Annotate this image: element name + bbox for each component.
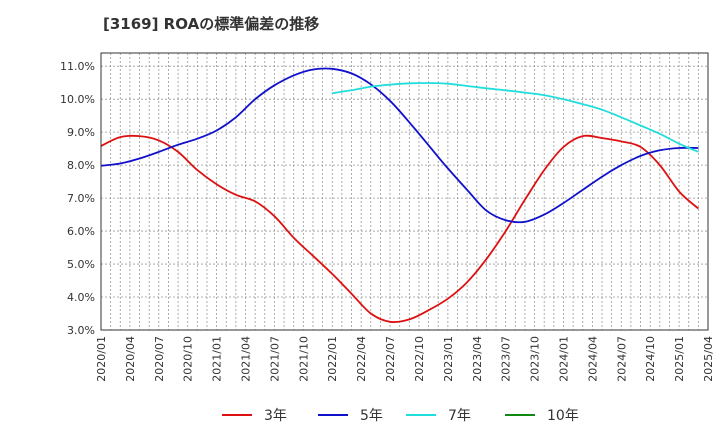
x-tick-label: 2023/04	[471, 336, 484, 382]
x-tick-label: 2024/10	[644, 336, 657, 382]
x-tick-label: 2021/01	[211, 336, 224, 382]
y-tick-label: 9.0%	[67, 126, 95, 139]
y-tick-label: 6.0%	[67, 225, 95, 238]
series-line-2	[100, 67, 699, 224]
y-tick-label: 7.0%	[67, 192, 95, 205]
x-tick-label: 2020/07	[153, 336, 166, 382]
x-tick-label: 2020/01	[95, 336, 108, 382]
series-line-1	[100, 134, 699, 323]
y-tick-label: 5.0%	[67, 258, 95, 271]
series-lines	[100, 67, 699, 323]
x-tick-label: 2024/07	[615, 336, 628, 382]
y-tick-label: 10.0%	[60, 93, 95, 106]
x-tick-label: 2023/10	[529, 336, 542, 382]
x-tick-label: 2024/01	[557, 336, 570, 382]
legend-label-2: 5年	[360, 408, 383, 424]
legend: 3年 5年 7年 10年	[222, 408, 579, 424]
x-tick-label: 2022/10	[413, 336, 426, 382]
x-tick-label: 2021/07	[268, 336, 281, 382]
y-tick-label: 8.0%	[67, 159, 95, 172]
plot-frame	[100, 52, 709, 331]
legend-label-1: 3年	[264, 408, 287, 424]
x-tick-label: 2024/04	[586, 336, 599, 382]
x-tick-label: 2023/01	[442, 336, 455, 382]
y-tick-label: 4.0%	[67, 291, 95, 304]
series-line-3	[332, 82, 699, 153]
x-tick-label: 2020/10	[182, 336, 195, 382]
chart-title: [3169] ROAの標準偏差の推移	[103, 15, 320, 33]
y-axis: 3.0% 4.0% 5.0% 6.0% 7.0% 8.0% 9.0% 10.0% 11.0%	[60, 60, 95, 337]
legend-label-3: 7年	[448, 408, 471, 424]
x-tick-label: 2020/04	[124, 336, 137, 382]
legend-label-4: 10年	[547, 408, 579, 424]
x-tick-label: 2022/01	[326, 336, 339, 382]
x-tick-label: 2025/04	[702, 336, 715, 382]
x-tick-label: 2025/01	[673, 336, 686, 382]
x-tick-label: 2022/07	[384, 336, 397, 382]
x-tick-label: 2023/07	[500, 336, 513, 382]
x-tick-label: 2022/04	[355, 336, 368, 382]
x-axis: 2020/01 2020/04 2020/07 2020/10 2021/01 2021/…	[95, 336, 715, 382]
grid-lines	[100, 53, 709, 331]
y-tick-label: 3.0%	[67, 324, 95, 337]
x-tick-label: 2021/10	[297, 336, 310, 382]
x-tick-label: 2021/04	[240, 336, 253, 382]
y-tick-label: 11.0%	[60, 60, 95, 73]
